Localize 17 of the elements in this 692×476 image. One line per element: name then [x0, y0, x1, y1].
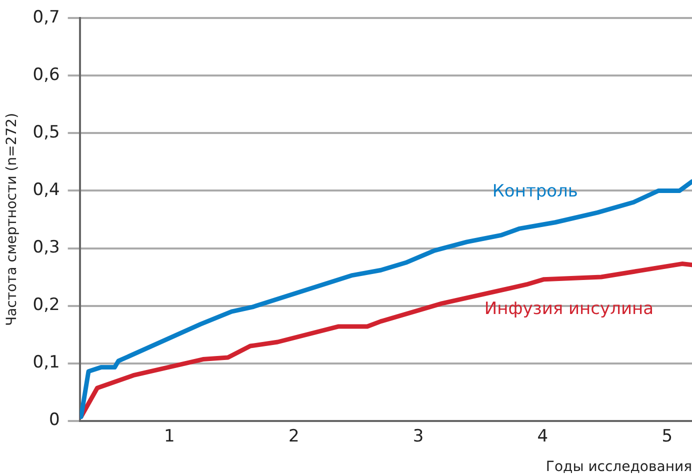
x-tick-label: 3: [412, 426, 424, 446]
y-tick-label: 0,6: [32, 65, 60, 86]
y-tick-label: 0,1: [32, 352, 60, 373]
y-tick-label: 0,4: [32, 180, 60, 200]
x-tick-label: 4: [537, 426, 548, 446]
y-tick-label: 0,3: [32, 238, 60, 258]
y-axis-title: Частота смертности (n=272): [4, 112, 20, 326]
series-label: Контроль: [492, 181, 578, 202]
x-tick-label: 2: [288, 426, 300, 446]
y-tick-label: 0: [49, 410, 60, 430]
y-tick-label: 0,2: [32, 295, 60, 316]
x-axis-title: Годы исследования: [546, 459, 692, 476]
x-tick-label: 5: [662, 426, 673, 446]
x-tick-label: 1: [164, 426, 175, 446]
y-tick-label: 0,7: [32, 8, 60, 28]
y-tick-label: 0,5: [32, 122, 60, 143]
series-label: Инфузия инсулина: [484, 299, 654, 320]
